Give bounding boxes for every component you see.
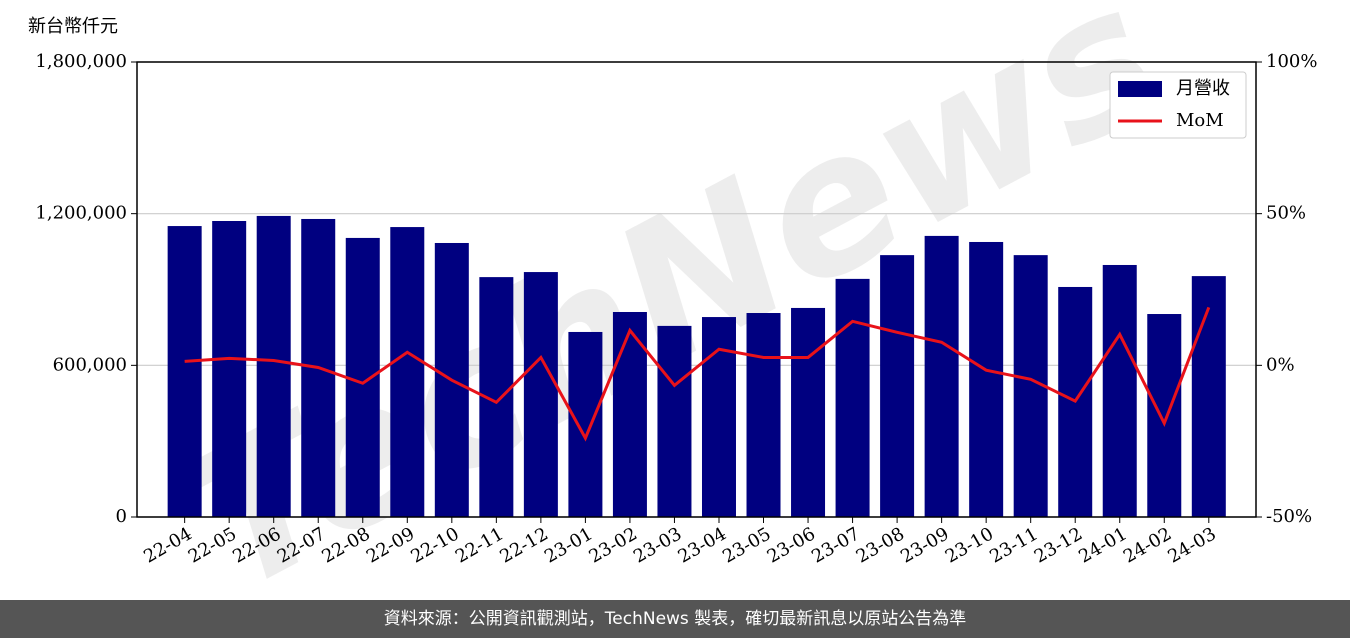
bar xyxy=(345,237,380,517)
bar xyxy=(701,317,736,517)
y2-tick-label: 50% xyxy=(1266,203,1306,224)
x-tick-label: 23-07 xyxy=(808,523,863,567)
bar xyxy=(835,278,870,517)
x-tick-label: 22-04 xyxy=(140,523,195,567)
bar xyxy=(969,241,1004,517)
bar xyxy=(657,325,692,517)
x-tick-label: 24-02 xyxy=(1120,523,1175,567)
bar xyxy=(212,220,247,517)
y-tick-label: 600,000 xyxy=(53,354,127,375)
y-tick-label: 1,800,000 xyxy=(35,51,127,72)
x-tick-label: 23-02 xyxy=(585,523,640,567)
y2-tick-label: 0% xyxy=(1266,354,1295,375)
x-tick-label: 24-03 xyxy=(1164,523,1219,567)
bar xyxy=(167,226,202,517)
bar xyxy=(791,307,826,517)
y2-tick-label: 100% xyxy=(1266,51,1317,72)
x-tick-label: 22-12 xyxy=(496,523,551,567)
x-tick-label: 23-09 xyxy=(897,523,952,567)
y-axis-label: 新台幣仟元 xyxy=(28,16,118,37)
bar xyxy=(746,313,781,517)
x-tick-label: 23-06 xyxy=(764,523,819,567)
legend-label: MoM xyxy=(1176,110,1224,131)
legend-swatch xyxy=(1118,81,1162,97)
x-tick-label: 23-01 xyxy=(541,523,596,567)
chart: 新台幣仟元 TechNews 0600,0001,200,0001,800,00… xyxy=(28,0,1317,600)
bar xyxy=(256,215,291,518)
x-tick-label: 23-05 xyxy=(719,523,774,567)
bar xyxy=(1147,314,1182,517)
y-tick-label: 0 xyxy=(116,506,127,527)
bar xyxy=(523,272,558,517)
bar xyxy=(924,235,959,517)
bar xyxy=(568,331,603,517)
bar xyxy=(1102,264,1137,517)
y2-tick-label: -50% xyxy=(1266,506,1312,527)
x-tick-label: 23-12 xyxy=(1031,523,1086,567)
plot-frame xyxy=(136,61,1257,518)
x-tick-label: 23-10 xyxy=(942,523,997,567)
bar xyxy=(1191,276,1226,517)
y-tick-label: 1,200,000 xyxy=(35,203,127,224)
bar xyxy=(880,255,915,517)
x-tick-label: 23-04 xyxy=(675,523,730,567)
x-tick-label: 22-11 xyxy=(452,523,507,567)
x-tick-label: 23-11 xyxy=(986,523,1041,567)
x-tick-label: 23-08 xyxy=(853,523,908,567)
x-tick-label: 23-03 xyxy=(630,523,685,567)
bar xyxy=(390,227,425,517)
line xyxy=(184,306,1211,442)
footer: 資料來源：公開資訊觀測站，TechNews 製表，確切最新訊息以原站公告為準 xyxy=(0,600,1350,638)
legend-label: 月營收 xyxy=(1176,78,1230,99)
x-tick-label: 24-01 xyxy=(1075,523,1130,567)
